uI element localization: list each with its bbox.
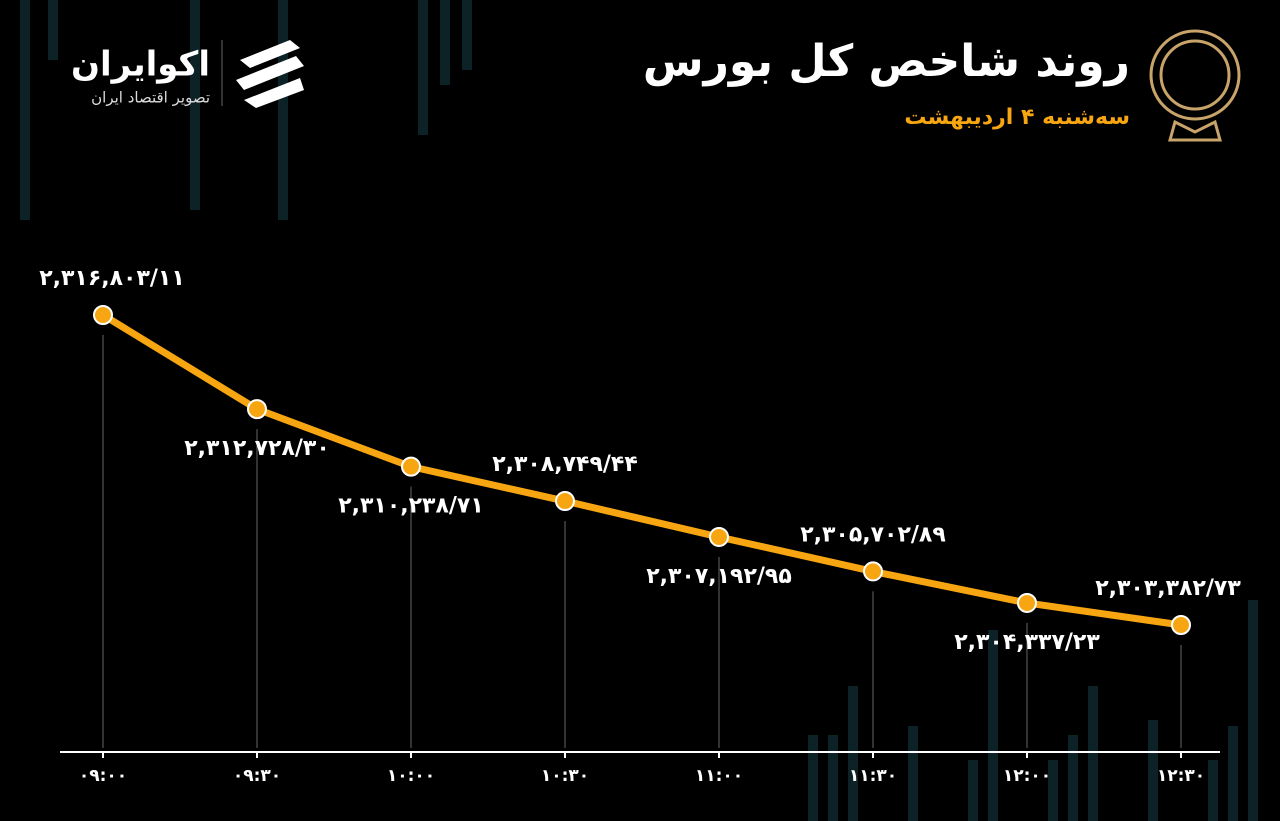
value-label: ۲,۳۱۶,۸۰۳/۱۱	[39, 266, 185, 291]
value-label: ۲,۳۰۸,۷۴۹/۴۴	[492, 452, 638, 477]
chart-subtitle: سه‌شنبه ۴ اردیبهشت	[904, 105, 1130, 130]
data-point	[247, 399, 267, 420]
value-label: ۲,۳۱۰,۲۳۸/۷۱	[338, 494, 484, 519]
emblem	[1149, 29, 1241, 142]
data-point	[93, 305, 113, 325]
x-tick-label: ۱۰:۰۰	[387, 766, 435, 786]
chart-title: روند شاخص کل بورس	[643, 36, 1130, 87]
brand-tagline: تصویر اقتصاد ایران	[91, 89, 210, 107]
value-label: ۲,۳۰۳,۳۸۲/۷۳	[1095, 576, 1241, 601]
x-tick-label: ۱۲:۳۰	[1157, 766, 1205, 786]
data-point	[555, 491, 575, 512]
brand-logo	[236, 40, 304, 108]
data-point	[1017, 592, 1037, 613]
data-point	[1171, 615, 1191, 635]
value-label: ۲,۳۰۷,۱۹۲/۹۵	[646, 564, 792, 589]
x-tick-label: ۱۲:۰۰	[1003, 766, 1051, 786]
x-tick-label: ۱۱:۰۰	[695, 766, 743, 786]
x-tick-label: ۰۹:۰۰	[79, 766, 127, 786]
background-bars	[20, 0, 1258, 821]
data-point	[401, 456, 421, 477]
data-point	[709, 526, 729, 547]
value-label: ۲,۳۰۴,۳۳۷/۲۳	[954, 630, 1100, 655]
data-point	[863, 561, 883, 582]
value-label: ۲,۳۱۲,۷۲۸/۳۰	[184, 436, 330, 461]
series-line	[101, 312, 1182, 629]
x-tick-label: ۱۱:۳۰	[849, 766, 897, 786]
x-tick-label: ۱۰:۳۰	[541, 766, 589, 786]
x-tick-label: ۰۹:۳۰	[233, 766, 281, 786]
value-label: ۲,۳۰۵,۷۰۲/۸۹	[800, 522, 946, 547]
brand-name: اکوایران	[71, 45, 210, 85]
